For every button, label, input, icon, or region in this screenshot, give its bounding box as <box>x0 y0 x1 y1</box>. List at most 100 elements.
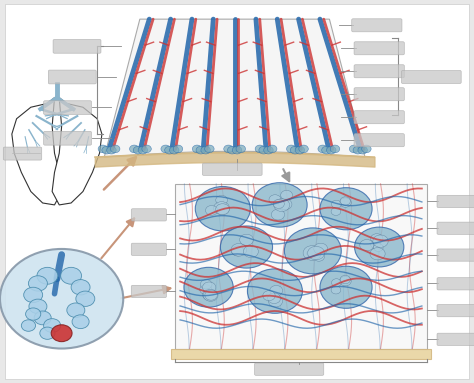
Circle shape <box>142 145 151 153</box>
Circle shape <box>0 249 123 349</box>
FancyBboxPatch shape <box>437 333 474 345</box>
Circle shape <box>102 146 111 154</box>
Circle shape <box>295 146 305 154</box>
FancyBboxPatch shape <box>437 222 474 234</box>
Circle shape <box>267 145 277 153</box>
FancyBboxPatch shape <box>202 163 262 175</box>
Circle shape <box>203 290 218 301</box>
FancyBboxPatch shape <box>354 111 404 124</box>
Circle shape <box>184 267 233 307</box>
FancyBboxPatch shape <box>437 249 474 261</box>
Circle shape <box>331 200 341 208</box>
Circle shape <box>264 146 273 154</box>
Circle shape <box>214 202 229 214</box>
Circle shape <box>268 296 283 307</box>
Circle shape <box>287 145 296 153</box>
Circle shape <box>107 146 116 154</box>
Circle shape <box>98 145 108 153</box>
Circle shape <box>231 246 244 256</box>
Circle shape <box>274 199 290 211</box>
Circle shape <box>231 244 247 256</box>
Circle shape <box>44 319 61 332</box>
Circle shape <box>340 275 350 284</box>
FancyBboxPatch shape <box>131 285 166 298</box>
Circle shape <box>340 277 351 286</box>
Circle shape <box>259 146 268 154</box>
Circle shape <box>61 267 82 284</box>
Circle shape <box>371 241 381 249</box>
FancyBboxPatch shape <box>44 101 91 115</box>
Circle shape <box>110 145 120 153</box>
Circle shape <box>24 287 43 303</box>
Circle shape <box>349 145 359 153</box>
Circle shape <box>327 146 336 154</box>
Polygon shape <box>12 98 62 205</box>
Circle shape <box>373 235 388 247</box>
Circle shape <box>271 209 284 220</box>
Circle shape <box>355 227 404 267</box>
FancyBboxPatch shape <box>53 39 101 53</box>
Circle shape <box>284 228 341 274</box>
Circle shape <box>205 145 214 153</box>
Circle shape <box>200 285 212 294</box>
Circle shape <box>71 280 90 295</box>
Circle shape <box>331 286 341 294</box>
Circle shape <box>138 146 147 154</box>
Circle shape <box>206 206 218 215</box>
Circle shape <box>307 249 318 258</box>
FancyBboxPatch shape <box>401 70 461 83</box>
Circle shape <box>224 145 233 153</box>
Circle shape <box>303 246 321 260</box>
Circle shape <box>220 226 273 268</box>
Circle shape <box>201 280 212 289</box>
FancyBboxPatch shape <box>3 147 42 160</box>
Circle shape <box>195 187 250 231</box>
FancyBboxPatch shape <box>352 19 402 32</box>
Circle shape <box>170 146 179 154</box>
Circle shape <box>330 145 340 153</box>
Circle shape <box>320 188 372 230</box>
Circle shape <box>362 145 371 153</box>
Circle shape <box>353 146 363 154</box>
Circle shape <box>281 190 292 200</box>
Circle shape <box>358 146 367 154</box>
FancyBboxPatch shape <box>354 42 404 55</box>
FancyBboxPatch shape <box>354 134 404 147</box>
Polygon shape <box>171 349 431 359</box>
FancyBboxPatch shape <box>48 70 96 84</box>
Circle shape <box>240 234 254 245</box>
Circle shape <box>164 146 174 154</box>
Circle shape <box>314 243 328 254</box>
Circle shape <box>76 291 95 306</box>
Circle shape <box>370 248 385 260</box>
FancyBboxPatch shape <box>437 278 474 290</box>
Circle shape <box>268 293 281 304</box>
Circle shape <box>129 145 139 153</box>
FancyBboxPatch shape <box>131 209 166 221</box>
Circle shape <box>72 315 89 329</box>
Circle shape <box>244 246 258 257</box>
Circle shape <box>216 195 228 205</box>
Circle shape <box>273 200 284 208</box>
Circle shape <box>228 146 237 154</box>
Circle shape <box>205 290 217 300</box>
FancyBboxPatch shape <box>255 363 324 375</box>
Circle shape <box>28 276 47 291</box>
Circle shape <box>196 146 206 154</box>
Polygon shape <box>104 19 365 157</box>
Circle shape <box>322 146 331 154</box>
Circle shape <box>192 145 202 153</box>
FancyBboxPatch shape <box>437 304 474 317</box>
Circle shape <box>202 282 216 293</box>
Circle shape <box>173 145 182 153</box>
Circle shape <box>318 145 328 153</box>
FancyBboxPatch shape <box>437 195 474 208</box>
Circle shape <box>26 308 41 320</box>
Circle shape <box>232 146 242 154</box>
Circle shape <box>202 289 217 300</box>
Circle shape <box>161 145 171 153</box>
Circle shape <box>320 266 372 308</box>
Circle shape <box>252 183 307 227</box>
Circle shape <box>29 299 47 314</box>
Circle shape <box>67 303 85 318</box>
